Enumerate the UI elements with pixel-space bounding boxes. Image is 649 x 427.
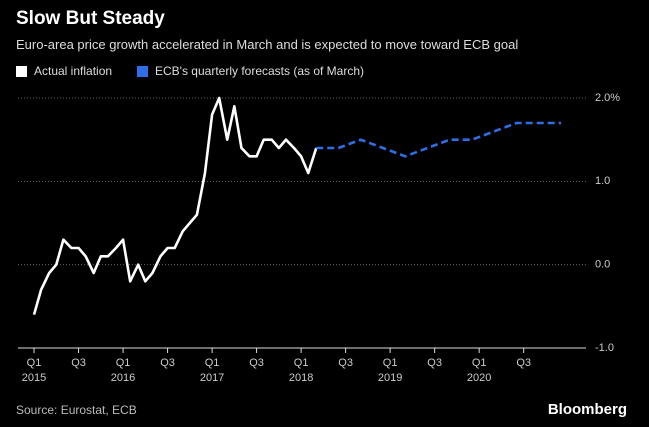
legend-label: Actual inflation xyxy=(34,64,113,78)
x-tick-label: Q1 2017 xyxy=(199,357,225,384)
x-tick-label: Q1 2020 xyxy=(466,357,492,384)
line xyxy=(32,96,318,316)
y-tick-label: -1.0 xyxy=(595,342,614,354)
x-tick-label: Q3 xyxy=(160,357,175,369)
legend-item: ECB's quarterly forecasts (as of March) xyxy=(137,64,364,78)
legend-swatch xyxy=(137,65,148,77)
x-tick-label: Q3 xyxy=(516,357,532,369)
brand: Bloomberg xyxy=(547,401,627,418)
x-tick-label: Q3 xyxy=(338,357,353,369)
x-tick-label: Q3 xyxy=(427,357,442,369)
x-tick-label: Q3 xyxy=(249,357,264,369)
source: Source: Eurostat, ECB xyxy=(16,403,137,417)
y-tick-label: 2.0% xyxy=(595,92,620,104)
legend-label: ECB's quarterly forecasts (as of March) xyxy=(155,64,365,78)
line xyxy=(316,121,562,158)
chart-title: Slow But Steady xyxy=(16,8,165,29)
x-tick-label: Q1 2015 xyxy=(21,357,47,384)
y-tick-label: 1.0 xyxy=(595,175,610,187)
chart-subtitle: Euro-area price growth accelerated in Ma… xyxy=(16,37,519,52)
x-tick-label: Q1 2016 xyxy=(110,357,136,384)
y-tick-label: 0.0 xyxy=(595,259,610,271)
x-tick-label: Q1 2018 xyxy=(288,357,314,384)
x-tick-label: Q1 2019 xyxy=(377,357,403,384)
legend-swatch xyxy=(16,65,27,77)
x-tick-label: Q3 xyxy=(71,357,86,369)
legend-item: Actual inflation xyxy=(16,64,112,78)
